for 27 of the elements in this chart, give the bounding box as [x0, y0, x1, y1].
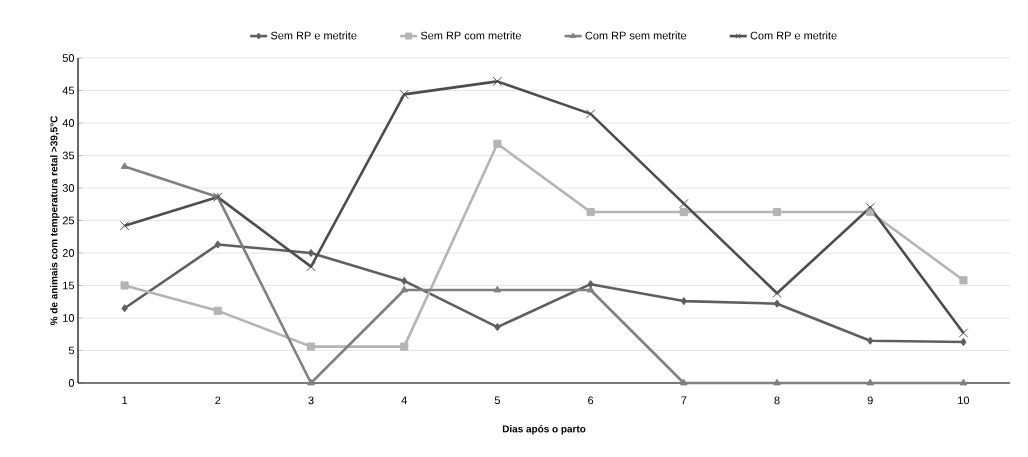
y-tick-label: 5	[68, 346, 75, 355]
x-tick-label: 9	[867, 396, 873, 405]
x-tick-label: 4	[401, 396, 407, 405]
x-tick-label: 3	[308, 396, 314, 405]
x-tick-label: 10	[958, 396, 970, 405]
x-tick-label: 6	[588, 396, 594, 405]
x-tick-label: 2	[215, 396, 221, 405]
y-tick-label: 25	[62, 216, 75, 225]
y-tick-label: 35	[62, 151, 75, 160]
legend-label: Com RP e metrite	[750, 31, 837, 40]
legend-label: Sem RP e metrite	[270, 31, 357, 40]
y-tick-label: 50	[62, 54, 75, 62]
y-axis-title: % de animais com temperatura retal >39,5°C	[50, 115, 60, 326]
legend-label: Com RP sem metrite	[585, 31, 687, 40]
y-tick-label: 45	[62, 86, 75, 95]
y-tick-label: 15	[63, 281, 75, 290]
x-tick-label: 1	[122, 396, 128, 405]
y-tick-label: 20	[62, 249, 75, 257]
x-tick-label: 7	[681, 396, 687, 405]
y-tick-label: 0	[68, 379, 75, 387]
x-axis-title: Dias após o parto	[502, 425, 586, 435]
y-tick-label: 10	[63, 314, 75, 322]
x-tick-label: 8	[774, 396, 780, 405]
y-tick-label: 40	[62, 119, 75, 127]
x-tick-label: 5	[494, 396, 500, 405]
legend-label: Sem RP com metrite	[420, 31, 521, 40]
y-tick-label: 30	[62, 184, 75, 192]
